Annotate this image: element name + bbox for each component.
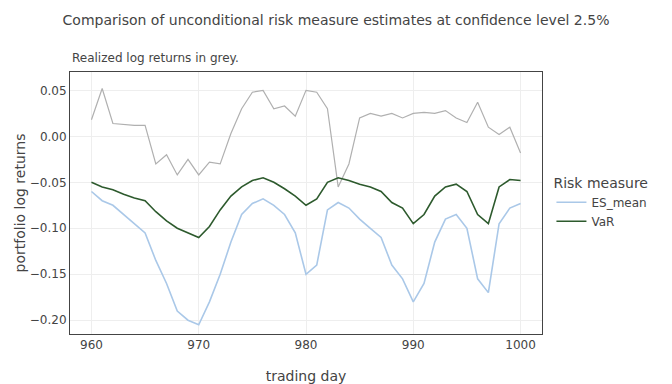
svg-text:−0.10: −0.10 bbox=[30, 221, 67, 235]
svg-text:trading day: trading day bbox=[266, 368, 347, 384]
svg-text:0.00: 0.00 bbox=[40, 130, 67, 144]
svg-text:1000: 1000 bbox=[505, 338, 536, 352]
svg-text:990: 990 bbox=[402, 338, 425, 352]
svg-text:Risk measure: Risk measure bbox=[553, 175, 648, 191]
svg-text:980: 980 bbox=[295, 338, 318, 352]
svg-text:−0.15: −0.15 bbox=[30, 267, 67, 281]
svg-text:VaR: VaR bbox=[591, 215, 614, 229]
svg-text:970: 970 bbox=[187, 338, 210, 352]
svg-text:−0.05: −0.05 bbox=[30, 176, 67, 190]
svg-text:Comparison of unconditional ri: Comparison of unconditional risk measure… bbox=[63, 12, 610, 28]
svg-text:0.05: 0.05 bbox=[40, 84, 67, 98]
svg-text:ES_mean: ES_mean bbox=[591, 196, 646, 210]
svg-text:portfolio log returns: portfolio log returns bbox=[12, 134, 28, 273]
svg-text:960: 960 bbox=[80, 338, 103, 352]
svg-text:Realized log returns in grey.: Realized log returns in grey. bbox=[72, 51, 239, 65]
svg-text:−0.20: −0.20 bbox=[30, 313, 67, 327]
